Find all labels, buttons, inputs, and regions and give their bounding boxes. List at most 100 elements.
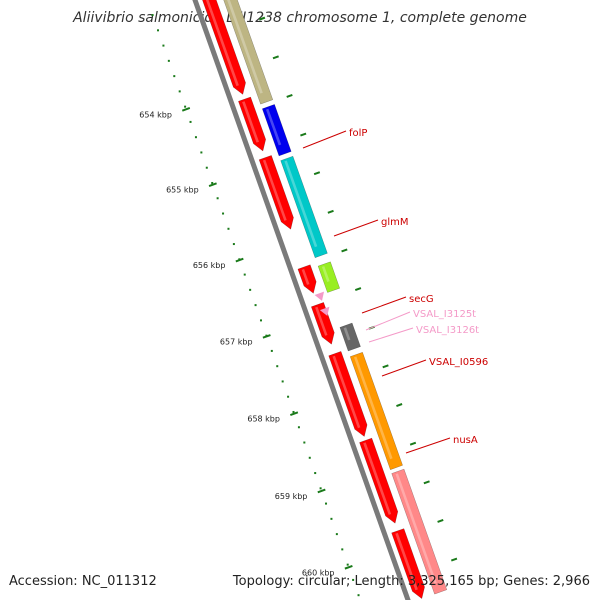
reverse-cds-arrow-shade bbox=[242, 101, 259, 143]
major-tick bbox=[290, 411, 299, 416]
minor-tick bbox=[243, 273, 246, 276]
gene-label: nusA bbox=[453, 435, 478, 446]
minor-tick bbox=[303, 441, 306, 444]
label-leader-line bbox=[365, 311, 411, 331]
trna-marker bbox=[314, 291, 324, 301]
accession-text: Accession: NC_011312 bbox=[9, 574, 157, 589]
backbone-line bbox=[192, 0, 411, 600]
minor-tick bbox=[249, 288, 252, 291]
category-bar-shade bbox=[395, 473, 437, 584]
reverse-cds-arrow bbox=[202, 0, 246, 95]
minor-tick bbox=[178, 90, 181, 93]
tick-label: 656 kbp bbox=[193, 261, 226, 270]
map-title: Aliivibrio salmonicida LFI1238 chromosom… bbox=[73, 10, 527, 26]
major-tick bbox=[344, 565, 353, 570]
gene-label: VSAL_I3126t bbox=[416, 325, 479, 336]
label-leader-line bbox=[333, 219, 379, 237]
reverse-cds-arrow-shade bbox=[332, 355, 361, 429]
reverse-cds-arrow-shade bbox=[262, 159, 287, 221]
reverse-cds-arrow-shade bbox=[315, 306, 328, 336]
minor-tick bbox=[314, 472, 317, 475]
reverse-cds-arrow bbox=[258, 155, 294, 230]
category-bar-shade bbox=[227, 0, 263, 94]
reverse-cds-arrow bbox=[238, 96, 266, 152]
reverse-cds-arrow-shade bbox=[395, 532, 418, 591]
category-bar bbox=[339, 322, 361, 352]
outer-tick bbox=[423, 480, 430, 485]
tick-label: 660 kbp bbox=[302, 568, 335, 577]
tick-label: 657 kbp bbox=[220, 337, 253, 346]
minor-tick bbox=[151, 14, 154, 17]
minor-tick bbox=[330, 517, 333, 520]
minor-tick bbox=[292, 410, 295, 413]
tick-label: 659 kbp bbox=[275, 492, 308, 501]
minor-tick bbox=[352, 578, 355, 581]
minor-tick bbox=[227, 227, 230, 230]
minor-tick bbox=[357, 594, 360, 597]
category-bar-shade bbox=[266, 108, 282, 146]
minor-tick bbox=[211, 181, 214, 184]
reverse-cds-arrow bbox=[328, 351, 368, 437]
outer-tick bbox=[396, 403, 403, 407]
minor-tick bbox=[325, 502, 328, 505]
minor-tick bbox=[238, 258, 241, 261]
outer-tick bbox=[327, 209, 334, 214]
reverse-cds-arrow bbox=[310, 302, 335, 345]
gene-label: VSAL_I3125t bbox=[413, 309, 476, 320]
outer-tick bbox=[286, 93, 293, 98]
outer-tick bbox=[300, 132, 307, 137]
category-bar bbox=[261, 104, 292, 157]
major-tick bbox=[317, 488, 326, 494]
outer-tick bbox=[409, 441, 417, 446]
reverse-cds-arrow-shade bbox=[301, 269, 310, 285]
topology-summary-text: Topology: circular; Length: 3,325,165 bp… bbox=[232, 574, 590, 589]
label-leader-line bbox=[361, 296, 407, 314]
outer-tick bbox=[272, 55, 279, 60]
outer-tick bbox=[437, 518, 444, 523]
trna-marker bbox=[319, 306, 330, 316]
minor-tick bbox=[259, 319, 262, 322]
minor-tick bbox=[270, 349, 273, 352]
minor-tick bbox=[167, 59, 170, 62]
minor-tick bbox=[287, 395, 290, 398]
minor-tick bbox=[254, 304, 257, 307]
reverse-cds-arrow-shade bbox=[363, 442, 392, 515]
minor-tick bbox=[205, 166, 208, 169]
category-bar bbox=[349, 351, 403, 471]
minor-tick bbox=[232, 243, 235, 246]
major-tick bbox=[208, 182, 217, 187]
reverse-cds-arrow bbox=[391, 528, 425, 600]
outer-tick bbox=[341, 248, 348, 253]
category-bar-shade bbox=[354, 356, 393, 460]
label-leader-line bbox=[368, 327, 414, 343]
minor-tick bbox=[194, 136, 197, 139]
tick-label: 654 kbp bbox=[139, 110, 172, 119]
minor-tick bbox=[335, 533, 338, 536]
minor-tick bbox=[265, 334, 268, 337]
category-bar-shade bbox=[284, 160, 318, 248]
minor-tick bbox=[157, 29, 160, 32]
label-leader-line bbox=[381, 359, 427, 377]
category-bar bbox=[317, 261, 341, 293]
label-leader-line bbox=[405, 437, 451, 454]
minor-tick bbox=[189, 120, 192, 123]
minor-tick bbox=[319, 487, 322, 490]
gene-label: VSAL_I0596 bbox=[429, 357, 488, 368]
category-bar bbox=[223, 0, 274, 105]
minor-tick bbox=[297, 426, 300, 429]
category-bar-shade bbox=[343, 327, 351, 341]
tick-label: 655 kbp bbox=[166, 186, 199, 195]
minor-tick bbox=[308, 456, 311, 459]
minor-tick bbox=[173, 75, 176, 78]
category-bar bbox=[391, 468, 448, 595]
category-bar-shade bbox=[321, 266, 330, 282]
gene-label: glmM bbox=[381, 217, 409, 228]
gene-label: folP bbox=[349, 128, 367, 139]
minor-tick bbox=[281, 380, 284, 383]
outer-tick bbox=[382, 364, 389, 369]
minor-tick bbox=[216, 197, 219, 200]
reverse-cds-arrow bbox=[297, 264, 317, 294]
minor-tick bbox=[346, 563, 349, 566]
label-leader-line bbox=[302, 130, 347, 149]
